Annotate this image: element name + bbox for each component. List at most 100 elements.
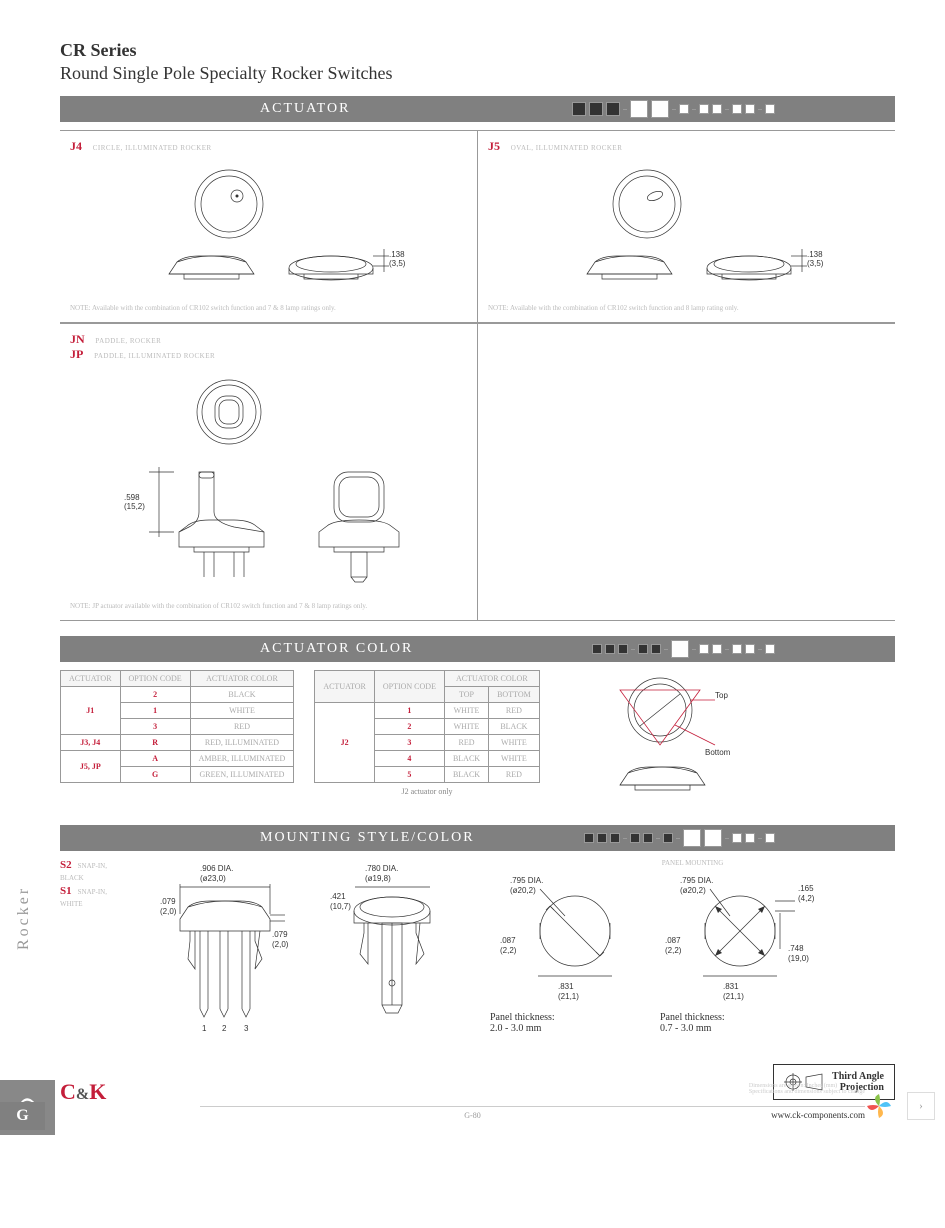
td: RED — [489, 703, 540, 719]
footer-note: Dimensions are shown: Inches (mm)Specifi… — [749, 1083, 865, 1095]
td: BLACK — [489, 719, 540, 735]
code: S1 — [60, 885, 72, 897]
td: 5 — [374, 767, 444, 783]
td: WHITE — [489, 735, 540, 751]
actuator-row-1: J4 CIRCLE, ILLUMINATED ROCKER — [60, 130, 895, 323]
dim: (2,2) — [665, 946, 682, 955]
actuator-empty — [478, 324, 895, 621]
code-indicator — [584, 829, 775, 847]
dim-mm: (3,5) — [807, 259, 824, 268]
dim: .795 DIA. — [680, 876, 713, 885]
dim: .780 DIA. — [365, 864, 398, 873]
drawing-j4: .138 (3,5) — [89, 164, 449, 294]
thickness: Panel thickness: 2.0 - 3.0 mm — [490, 1012, 640, 1034]
section-title: ACTUATOR — [260, 101, 350, 117]
j2-note: J2 actuator only — [314, 787, 539, 796]
td: BLACK — [444, 767, 488, 783]
mounting-section: S2SNAP-IN, BLACK S1SNAP-IN, WHITE .906 D… — [60, 859, 895, 1100]
next-page-button[interactable]: › — [907, 1092, 935, 1120]
dim: .598 — [124, 493, 140, 502]
td: 3 — [120, 719, 190, 735]
td: RED — [444, 735, 488, 751]
dim: .079 — [160, 897, 176, 906]
dim: .748 — [788, 944, 804, 953]
td: WHITE — [444, 719, 488, 735]
td: WHITE — [489, 751, 540, 767]
dim: (ø19,8) — [365, 874, 391, 883]
td-act: J3, J4 — [61, 735, 121, 751]
dim: .421 — [330, 892, 346, 901]
td: WHITE — [190, 703, 294, 719]
dim: .831 — [558, 982, 574, 991]
t: 1 — [202, 1024, 207, 1033]
dim: .831 — [723, 982, 739, 991]
td: 1 — [374, 703, 444, 719]
note: NOTE: Available with the combination of … — [70, 304, 467, 312]
dim: (2,2) — [500, 946, 517, 955]
color-table-2-wrap: ACTUATOR OPTION CODE ACTUATOR COLOR TOP … — [314, 670, 539, 796]
dim: (19,0) — [788, 954, 809, 963]
drawing-j5: .138 (3,5) — [507, 164, 867, 294]
t: 2 — [222, 1024, 227, 1033]
th: BOTTOM — [489, 687, 540, 703]
td: WHITE — [444, 703, 488, 719]
dim: (ø20,2) — [680, 886, 706, 895]
actuator-code: J4 — [70, 139, 82, 154]
panel-1: .795 DIA. (ø20,2) .087 (2,2) .831 (21,1)… — [490, 871, 640, 1034]
td-act: J2 — [315, 703, 375, 783]
th: ACTUATOR — [61, 671, 121, 687]
actuator-j4: J4 CIRCLE, ILLUMINATED ROCKER — [60, 131, 478, 323]
dim: .795 DIA. — [510, 876, 543, 885]
actuator-code: JP — [70, 347, 83, 362]
panel-label: PANEL MOUNTING — [490, 859, 895, 867]
section-bar-color: ACTUATOR COLOR — [60, 636, 895, 662]
th: ACTUATOR COLOR — [190, 671, 294, 687]
logo-k: K — [89, 1079, 106, 1104]
td: BLACK — [444, 751, 488, 767]
section-bar-actuator: ACTUATOR — [60, 96, 895, 122]
actuator-desc: CIRCLE, ILLUMINATED ROCKER — [93, 144, 212, 152]
actuator-desc: OVAL, ILLUMINATED ROCKER — [511, 144, 623, 152]
dim: (ø23,0) — [200, 874, 226, 883]
dim-mm: (15,2) — [124, 502, 145, 511]
td-act: J5, JP — [61, 751, 121, 783]
note: NOTE: Available with the combination of … — [488, 304, 885, 312]
td: RED — [489, 767, 540, 783]
th: OPTION CODE — [120, 671, 190, 687]
td: 1 — [120, 703, 190, 719]
drawing-jn-jp: .598 (15,2) — [89, 372, 449, 592]
dim: .138 — [389, 250, 405, 259]
drawing-j2-actuator: Top Bottom — [560, 670, 730, 810]
th: ACTUATOR COLOR — [444, 671, 539, 687]
td: 2 — [374, 719, 444, 735]
side-label: Rocker — [15, 886, 33, 950]
td: RED, ILLUMINATED — [190, 735, 294, 751]
td: RED — [190, 719, 294, 735]
panel-mounting: PANEL MOUNTING .795 DIA. (ø20,2) .087 (2… — [490, 859, 895, 1100]
color-table-1: ACTUATOR OPTION CODE ACTUATOR COLOR J1 2… — [60, 670, 294, 783]
td: AMBER, ILLUMINATED — [190, 751, 294, 767]
series-title: CR Series — [60, 40, 895, 61]
actuator-code: J5 — [488, 139, 500, 154]
dim: (ø20,2) — [510, 886, 536, 895]
actuator-desc: PADDLE, ILLUMINATED ROCKER — [94, 352, 215, 360]
actuator-desc: PADDLE, ROCKER — [95, 337, 161, 345]
td: 2 — [120, 687, 190, 703]
dim: (2,0) — [272, 940, 289, 949]
dim: .079 — [272, 930, 288, 939]
section-title: ACTUATOR COLOR — [260, 641, 413, 657]
pinwheel-icon — [863, 1090, 895, 1122]
th: OPTION CODE — [374, 671, 444, 703]
dim: (2,0) — [160, 907, 177, 916]
code-indicator — [592, 640, 775, 658]
td: R — [120, 735, 190, 751]
page-header: CR Series Round Single Pole Specialty Ro… — [60, 40, 895, 84]
color-table-2: ACTUATOR OPTION CODE ACTUATOR COLOR TOP … — [314, 670, 539, 783]
section-bar-mounting: MOUNTING STYLE/COLOR — [60, 825, 895, 851]
td: A — [120, 751, 190, 767]
dim: .138 — [807, 250, 823, 259]
thickness: Panel thickness: 0.7 - 3.0 mm — [660, 1012, 830, 1034]
annot: Bottom — [705, 748, 730, 757]
series-subtitle: Round Single Pole Specialty Rocker Switc… — [60, 63, 895, 84]
actuator-row-2: JN PADDLE, ROCKER JP PADDLE, ILLUMINATED… — [60, 323, 895, 621]
